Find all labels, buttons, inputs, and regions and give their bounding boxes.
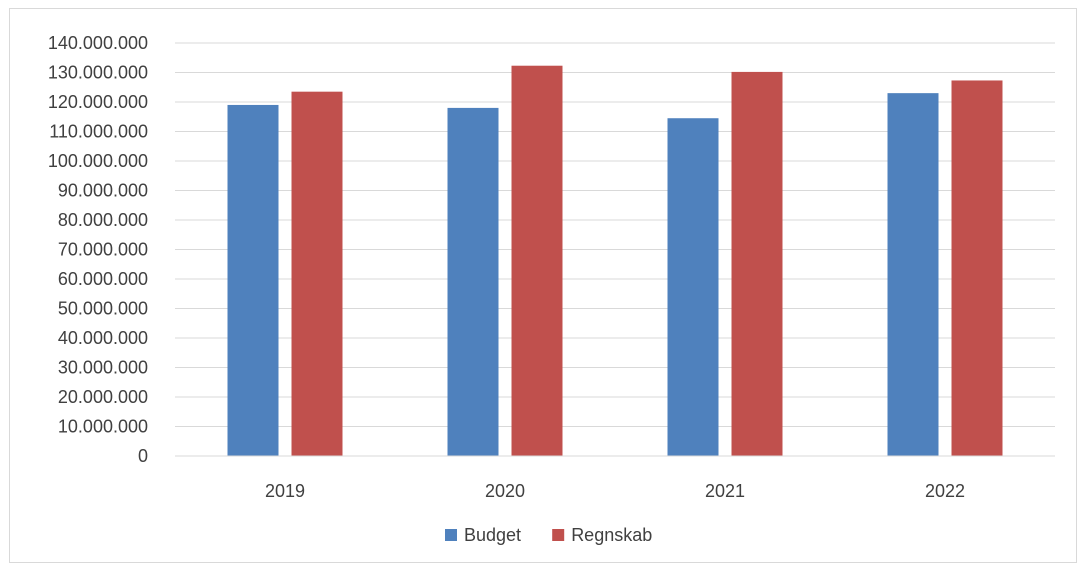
y-tick-label: 10.000.000 [58,417,148,437]
y-tick-label: 40.000.000 [58,328,148,348]
x-tick-label: 2020 [485,481,525,501]
bar-budget-2021 [667,118,719,456]
y-tick-label: 80.000.000 [58,210,148,230]
bar-regnskab-2022 [951,80,1003,456]
x-tick-label: 2021 [705,481,745,501]
x-axis-tick-labels: 2019 2020 2021 2022 [265,481,965,501]
bar-budget-2019 [227,104,279,456]
bar-regnskab-2019 [291,91,343,457]
legend-swatch-budget [445,529,457,541]
legend-label-regnskab: Regnskab [571,525,652,545]
y-tick-label: 70.000.000 [58,240,148,260]
y-tick-label: 100.000.000 [48,151,148,171]
bar-regnskab-2021 [731,71,783,456]
bar-regnskab-2020 [511,65,563,456]
y-tick-label: 20.000.000 [58,387,148,407]
y-axis-tick-labels: 0 10.000.000 20.000.000 30.000.000 40.000.00… [48,33,148,466]
y-tick-label: 90.000.000 [58,181,148,201]
legend-label-budget: Budget [464,525,521,545]
y-tick-label: 120.000.000 [48,92,148,112]
bars [227,65,1003,457]
y-tick-label: 140.000.000 [48,33,148,53]
y-tick-label: 0 [138,446,148,466]
x-tick-label: 2019 [265,481,305,501]
y-tick-label: 110.000.000 [49,122,148,142]
bar-budget-2022 [887,93,939,457]
y-tick-label: 130.000.000 [48,63,148,83]
y-tick-label: 60.000.000 [58,269,148,289]
bar-budget-2020 [447,107,499,457]
x-tick-label: 2022 [925,481,965,501]
legend: Budget Regnskab [445,525,652,545]
y-tick-label: 30.000.000 [58,358,148,378]
legend-swatch-regnskab [552,529,565,541]
y-tick-label: 50.000.000 [58,299,148,319]
